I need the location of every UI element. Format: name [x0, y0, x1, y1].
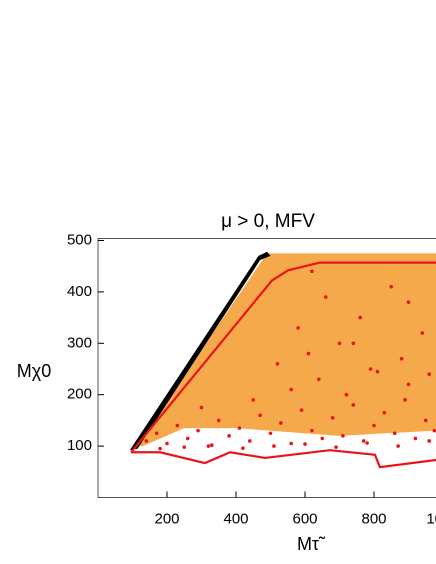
point: [344, 392, 349, 397]
point: [368, 367, 373, 371]
x-tick-label: 1000: [426, 510, 436, 527]
point: [154, 431, 159, 436]
point: [237, 426, 242, 430]
point: [334, 445, 338, 449]
point: [392, 431, 397, 436]
point: [341, 434, 345, 438]
contour-line: [130, 261, 436, 453]
x-tick-label: 200: [154, 510, 179, 527]
point: [427, 439, 432, 443]
point: [299, 408, 304, 412]
point: [296, 326, 300, 330]
point: [182, 445, 187, 449]
point: [158, 446, 162, 451]
point: [310, 269, 314, 274]
point: [382, 410, 387, 415]
x-tick-label: 800: [361, 510, 386, 527]
point: [320, 436, 325, 441]
point: [144, 439, 149, 443]
point: [375, 369, 380, 374]
point: [227, 434, 231, 438]
point: [279, 421, 283, 425]
point: [337, 341, 342, 346]
point: [427, 372, 432, 376]
y-tick-label: 200: [67, 386, 92, 403]
point: [399, 356, 404, 361]
point: [258, 413, 262, 418]
point: [361, 439, 366, 443]
region: [129, 251, 271, 451]
point: [268, 431, 273, 436]
point: [241, 446, 245, 450]
point: [306, 351, 311, 356]
y-axis-label: Mχ0: [17, 361, 51, 381]
point: [389, 284, 394, 289]
x-axis-label: Mτ̃: [297, 534, 326, 554]
point: [423, 418, 428, 423]
plot-frame: [97, 238, 436, 498]
point: [216, 418, 221, 423]
point: [372, 423, 376, 428]
point: [206, 444, 211, 448]
point: [432, 428, 436, 433]
point: [323, 295, 328, 299]
point: [175, 423, 180, 428]
point: [272, 444, 276, 448]
point: [413, 436, 418, 441]
region: [135, 253, 436, 447]
y-tick-label: 300: [67, 334, 92, 351]
y-tick-label: 500: [67, 231, 92, 248]
point: [358, 315, 363, 320]
point: [210, 443, 214, 447]
point: [330, 416, 335, 420]
point: [351, 403, 356, 407]
point: [289, 387, 294, 392]
point: [199, 405, 204, 410]
y-tick-label: 100: [67, 437, 92, 454]
point: [406, 300, 411, 304]
point: [289, 441, 294, 446]
point: [248, 439, 252, 443]
point: [396, 444, 400, 448]
point: [406, 382, 411, 387]
point: [196, 428, 200, 433]
point: [165, 441, 169, 446]
point: [403, 398, 407, 402]
point: [275, 362, 280, 366]
point: [317, 377, 321, 382]
x-tick-label: 600: [292, 510, 317, 527]
point: [365, 441, 369, 445]
point: [185, 436, 190, 441]
x-tick-label: 400: [223, 510, 248, 527]
point: [303, 442, 307, 446]
point: [251, 398, 256, 402]
chart-title: μ > 0, MFV: [221, 211, 315, 232]
point: [420, 331, 425, 335]
point: [310, 428, 314, 433]
point: [351, 341, 356, 346]
contour-line: [131, 449, 436, 469]
y-tick-label: 400: [67, 283, 92, 300]
